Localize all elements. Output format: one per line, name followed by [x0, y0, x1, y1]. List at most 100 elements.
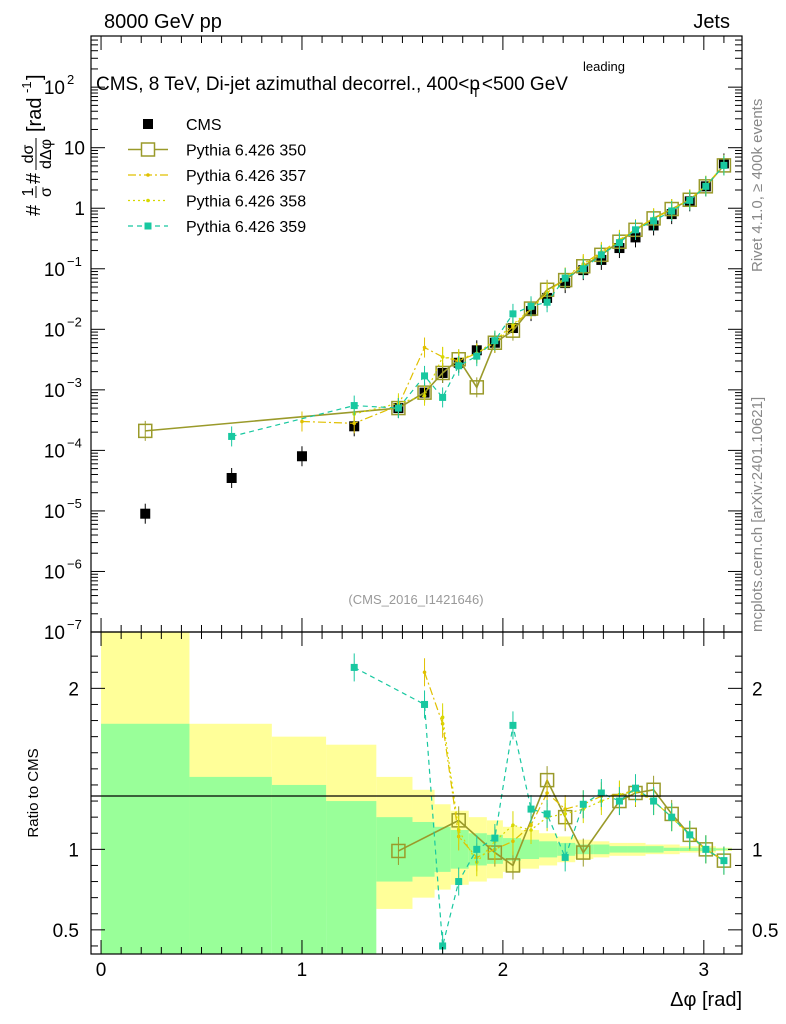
point-cms-2 — [296, 451, 307, 462]
band-green-12 — [539, 841, 558, 858]
ratio-point-p350-6 — [576, 845, 591, 860]
main-ytick-label-8: 10 — [64, 139, 85, 160]
rivet-version-label: Rivet 4.1.0, ≥ 400k events — [749, 99, 766, 272]
point-p359-12 — [579, 265, 587, 273]
main-ytick-exp-5: −2 — [67, 314, 82, 329]
ratio-ytick-label-left-0: 0.5 — [53, 921, 79, 942]
point-p359-6 — [473, 352, 481, 360]
ratio-point-p359-16 — [686, 831, 694, 839]
ylabel-unit-exp: -1 — [19, 81, 34, 93]
ratio-ylabel: Ratio to CMS — [25, 748, 42, 837]
series-p359 — [228, 155, 728, 447]
point-p359-7 — [491, 337, 499, 345]
ratio-point-p357-0 — [422, 670, 427, 675]
main-ytick-label-3: 10 — [44, 441, 65, 462]
main-ytick-label-4: 10 — [44, 381, 65, 402]
point-p359-4 — [439, 393, 447, 401]
point-p359-17 — [668, 207, 676, 215]
point-p359-0 — [228, 432, 236, 440]
ylabel-close: ] — [24, 74, 46, 80]
point-p350-0 — [138, 423, 153, 439]
band-green-17 — [627, 846, 646, 853]
ratio-point-p359-10 — [579, 800, 587, 808]
ratio-ytick-label-right-0: 0.5 — [752, 921, 778, 942]
series-line-p357 — [301, 164, 725, 424]
main-ytick-label-5: 10 — [44, 320, 65, 341]
legend-item-p358: Pythia 6.426 358 — [128, 194, 306, 211]
ylabel-frac1-den: σ — [38, 187, 55, 197]
main-ytick-label-2: 10 — [44, 502, 65, 523]
ratio-point-p359-11 — [597, 789, 605, 797]
legend: CMS Pythia 6.426 350 Pythia 6.426 357 Pythi… — [128, 117, 306, 236]
point-p359-15 — [632, 226, 640, 234]
ratio-point-p359-9 — [561, 853, 569, 861]
ratio-ytick-label-left-1: 1 — [68, 840, 79, 861]
ratio-ytick-label-right-1: 1 — [752, 840, 763, 861]
main-series-layer — [138, 153, 732, 524]
ratio-uncertainty-bands — [101, 632, 732, 954]
ratio-point-p359-0 — [350, 663, 358, 671]
main-ytick-label-9: 10 — [44, 78, 65, 99]
ratio-ytick-label-right-2: 2 — [752, 679, 763, 700]
point-p359-9 — [527, 302, 535, 310]
point-p357-0 — [300, 419, 304, 424]
energy-label: 8000 GeV pp — [104, 11, 222, 33]
legend-label-p350: Pythia 6.426 350 — [186, 143, 306, 160]
xtick-label-0: 0 — [96, 960, 107, 981]
point-p359-18 — [686, 196, 694, 204]
point-p357-3 — [422, 345, 427, 350]
mcplots-label: mcplots.cern.ch [arXiv:2401.10621] — [749, 397, 766, 632]
band-green-0 — [101, 723, 190, 954]
point-p358-3 — [440, 355, 445, 359]
legend-marker-p357 — [146, 173, 150, 177]
xtick-label-2: 2 — [498, 960, 509, 981]
legend-label-p357: Pythia 6.426 357 — [186, 168, 306, 185]
ratio-point-p359-2 — [439, 942, 447, 950]
point-p359-19 — [702, 182, 710, 190]
ratio-point-p359-15 — [668, 813, 676, 821]
ylabel-frac2-den: dΔφ — [38, 139, 55, 169]
ratio-point-p359-3 — [455, 878, 463, 886]
ratio-point-p357-7 — [545, 791, 549, 795]
ratio-point-p358-1 — [456, 828, 461, 832]
title-sup: leading — [583, 59, 625, 74]
plot-title: CMS, 8 TeV, Di-jet azimuthal decorrel., … — [96, 74, 568, 100]
ratio-point-p359-12 — [615, 797, 623, 805]
band-green-2 — [271, 784, 327, 954]
ratio-point-p357-5 — [511, 839, 515, 844]
legend-item-p350: Pythia 6.426 350 — [128, 142, 306, 160]
ratio-point-p358-5 — [529, 828, 533, 832]
band-green-11 — [520, 839, 540, 860]
main-ytick-label-0: 10 — [44, 623, 65, 644]
main-ytick-exp-9: 2 — [67, 72, 74, 87]
ratio-point-p359-7 — [527, 805, 535, 813]
legend-item-p359: Pythia 6.426 359 — [128, 219, 306, 236]
band-green-3 — [326, 801, 377, 954]
main-ytick-exp-6: −1 — [67, 254, 82, 269]
ratio-point-p350-3 — [505, 858, 521, 873]
point-p359-14 — [615, 239, 623, 247]
series-p357 — [300, 154, 726, 434]
main-ytick-label-7: 1 — [74, 199, 85, 220]
legend-label-cms: CMS — [186, 117, 222, 134]
ylabel-frac2-num: dσ — [20, 144, 37, 163]
band-green-18 — [645, 846, 664, 853]
ratio-series-layer — [350, 653, 732, 954]
title-suffix: <500 GeV — [482, 74, 568, 95]
main-ytick-exp-1: −6 — [67, 556, 82, 571]
band-green-5 — [412, 821, 435, 877]
ratio-point-p358-7 — [563, 812, 567, 816]
ratio-point-p359-17 — [702, 845, 710, 853]
point-p359-20 — [720, 161, 728, 169]
legend-label-p359: Pythia 6.426 359 — [186, 219, 306, 236]
point-p359-10 — [543, 298, 551, 306]
band-green-14 — [575, 844, 594, 855]
legend-item-p357: Pythia 6.426 357 — [128, 168, 306, 185]
band-green-1 — [189, 776, 272, 954]
analysis-watermark: (CMS_2016_I1421646) — [348, 592, 483, 607]
main-ytick-exp-2: −5 — [67, 496, 82, 511]
ylabel-hash1: # — [23, 204, 45, 216]
main-ytick-exp-0: −7 — [67, 617, 82, 632]
legend-marker-p350 — [140, 142, 156, 157]
xtick-label-3: 3 — [699, 960, 710, 981]
